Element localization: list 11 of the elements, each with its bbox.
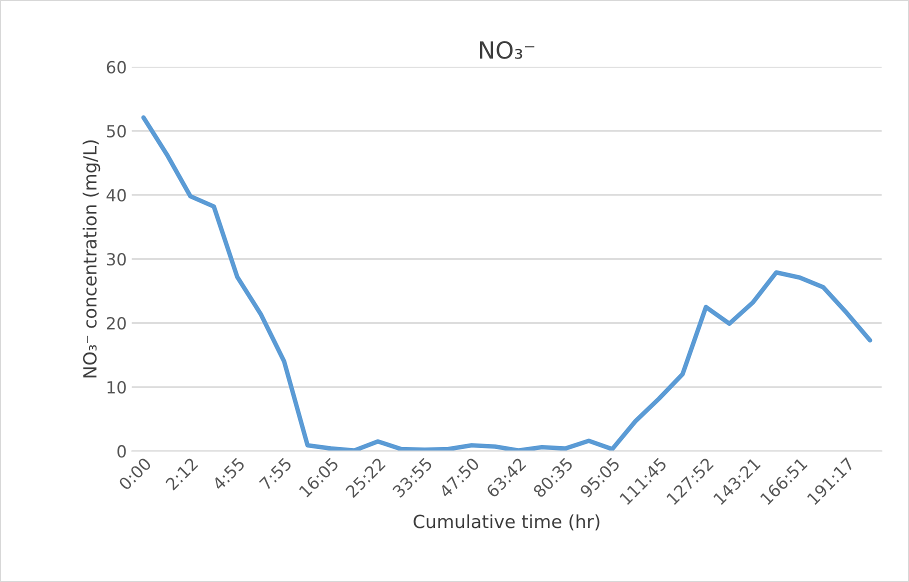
y-axis-title: NO₃⁻ concentration (mg/L)	[82, 140, 100, 378]
line-series	[141, 115, 872, 452]
y-tick-label: 60	[106, 60, 126, 74]
y-tick-label: 30	[107, 252, 126, 266]
y-tick-label: 20	[106, 316, 126, 330]
y-tick-label: 10	[108, 380, 126, 394]
chart-title: NO₃⁻	[480, 41, 534, 59]
y-tick-label: 0	[117, 445, 126, 458]
y-tick-label: 40	[106, 188, 126, 202]
y-tick-label: 50	[107, 124, 126, 138]
x-axis-title: Cumulative time (hr)	[414, 514, 600, 530]
